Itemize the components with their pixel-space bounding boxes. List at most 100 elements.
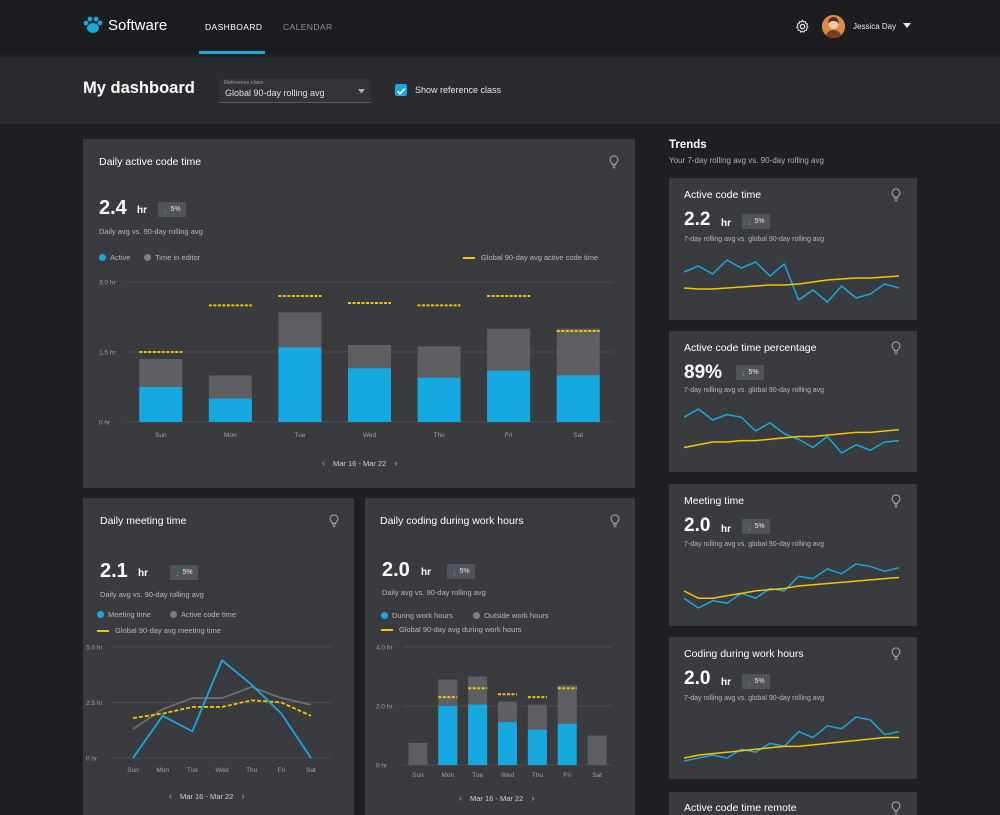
arrow-down-icon: ↓ <box>747 521 752 532</box>
bar-active <box>527 729 547 765</box>
avatar[interactable] <box>822 15 845 38</box>
y-tick-label: 0 hr <box>86 756 98 763</box>
arrow-down-icon: ↓ <box>747 216 752 227</box>
trend-value: 2.2 <box>684 209 711 230</box>
sparkline-series-1 <box>684 428 899 449</box>
x-tick-label: Fri <box>278 767 286 774</box>
legend-during: During work hours <box>381 611 453 620</box>
x-tick-label: Sun <box>412 772 424 779</box>
y-tick-label: 2.5 hr <box>86 700 103 707</box>
bar-active <box>139 387 183 422</box>
trend-card-active-code-time[interactable]: Active code time 2.2 hr ↓ 5% 7-day rollin… <box>669 178 917 320</box>
trend-value: 89% <box>684 362 723 383</box>
lightbulb-icon[interactable] <box>610 514 620 528</box>
lightbulb-icon[interactable] <box>609 155 619 169</box>
show-reference-label[interactable]: Show reference class <box>415 85 502 95</box>
bar-active <box>278 347 322 422</box>
card-active-code-time: Daily active code time 2.4 hr ↓ 5% Daily … <box>83 139 635 488</box>
chevron-down-icon <box>358 89 365 94</box>
change-badge: ↓ 5% <box>447 564 475 579</box>
chevron-down-icon[interactable] <box>903 23 911 29</box>
user-name[interactable]: Jessica Day <box>853 22 897 31</box>
app-logo[interactable]: Software <box>83 16 167 34</box>
chevron-right-icon[interactable]: › <box>394 458 398 468</box>
trend-sparkline <box>684 563 899 609</box>
x-tick-label: Tue <box>472 772 483 779</box>
lightbulb-icon[interactable] <box>891 647 901 661</box>
trend-unit: hr <box>721 677 731 688</box>
change-badge: ↓ 5% <box>158 202 186 217</box>
trend-value: 2.0 <box>684 515 711 536</box>
trend-subtitle: 7-day rolling avg vs. global 90-day roll… <box>684 236 825 243</box>
metric-value: 2.1 <box>100 560 128 582</box>
x-tick-label: Mon <box>156 767 169 774</box>
y-tick-label: 5.0 hr <box>86 645 103 652</box>
trend-subtitle: 7-day rolling avg vs. global 90-day roll… <box>684 695 825 702</box>
bar-active <box>348 368 391 422</box>
trend-unit: hr <box>721 524 731 535</box>
tab-dashboard[interactable]: DASHBOARD <box>205 22 263 32</box>
trend-title: Coding during work hours <box>684 648 804 660</box>
trend-card-meeting-time[interactable]: Meeting time 2.0 hr ↓ 5% 7-day rolling av… <box>669 484 917 626</box>
x-tick-label: Mon <box>441 772 454 779</box>
arrow-down-icon: ↓ <box>747 676 752 687</box>
trend-card-coding-work-hours[interactable]: Coding during work hours 2.0 hr ↓ 5% 7-da… <box>669 637 917 779</box>
y-tick-label: 0 hr <box>376 763 388 770</box>
legend-reference: Global 90-day avg meeting time <box>97 626 221 635</box>
coding-work-hours-chart: 4.0 hr 2.0 hr 0 hr Sun Mon Tue Wed Thu Fri Sat <box>376 645 612 779</box>
lightbulb-icon[interactable] <box>891 801 901 815</box>
trend-card-active-code-percentage[interactable]: Active code time percentage 89% ↓ 5% 7-da… <box>669 331 917 472</box>
show-reference-checkbox[interactable] <box>395 84 407 96</box>
chevron-left-icon[interactable]: ‹ <box>459 793 462 803</box>
lightbulb-icon[interactable] <box>329 514 339 528</box>
sparkline-series-1 <box>684 576 899 599</box>
lightbulb-icon[interactable] <box>891 188 901 202</box>
trend-subtitle: 7-day rolling avg vs. global 90-day roll… <box>684 387 825 394</box>
lightbulb-icon[interactable] <box>891 494 901 508</box>
sparkline-series-0 <box>684 408 899 454</box>
tab-calendar[interactable]: CALENDAR <box>283 22 333 32</box>
trend-sparkline <box>684 408 899 454</box>
chevron-left-icon[interactable]: ‹ <box>322 458 325 468</box>
legend-reference: Global 90-day avg active code time <box>463 253 598 262</box>
reference-class-select[interactable]: Reference class Global 90-day rolling av… <box>219 79 371 103</box>
chevron-left-icon[interactable]: ‹ <box>169 791 172 801</box>
bar-total <box>408 742 428 765</box>
metric-unit: hr <box>421 567 431 578</box>
y-tick-label: 1.5 hr <box>99 350 116 357</box>
sparkline-series-0 <box>684 716 899 762</box>
dashboard-header <box>0 57 1000 124</box>
gear-icon[interactable] <box>795 19 810 34</box>
trend-card-active-code-remote[interactable]: Active code time remote <box>669 792 917 815</box>
active-tab-indicator <box>199 51 265 54</box>
x-tick-label: Thu <box>246 767 258 774</box>
week-navigator: ‹ Mar 16 - Mar 22 › <box>322 458 398 468</box>
y-tick-label: 3.0 hr <box>99 280 116 287</box>
x-tick-label: Wed <box>215 767 229 774</box>
card-subtitle: Daily avg vs. 90-day rolling avg <box>99 227 203 236</box>
select-label: Reference class <box>224 80 264 86</box>
check-icon <box>396 88 406 95</box>
trend-value: 2.0 <box>684 668 711 689</box>
legend-outside: Outside work hours <box>473 611 549 620</box>
x-tick-label: Thu <box>433 432 445 439</box>
change-badge: ↓ 5% <box>736 365 764 380</box>
trend-title: Active code time remote <box>684 802 797 814</box>
trend-subtitle: 7-day rolling avg vs. global 90-day roll… <box>684 541 825 548</box>
bar-active <box>208 398 252 422</box>
legend-active: Active <box>99 253 130 262</box>
bar-active <box>498 722 517 765</box>
metric-value: 2.4 <box>99 197 127 219</box>
lightbulb-icon[interactable] <box>891 341 901 355</box>
active-code-time-chart: 3.0 hr 1.5 hr 0 hr Sun Mon Tue Wed Thu Fri Sat <box>99 280 613 439</box>
trend-unit: hr <box>721 218 731 229</box>
week-navigator: ‹ Mar 16 - Mar 22 › <box>169 791 245 801</box>
trend-title: Active code time <box>684 189 762 201</box>
sparkline-series-0 <box>684 563 899 609</box>
arrow-down-icon: ↓ <box>175 567 180 578</box>
chevron-right-icon[interactable]: › <box>241 791 245 801</box>
x-tick-label: Mon <box>224 432 237 439</box>
card-subtitle: Daily avg vs. 90-day rolling avg <box>100 590 204 599</box>
trends-title: Trends <box>669 139 707 151</box>
chevron-right-icon[interactable]: › <box>531 793 535 803</box>
